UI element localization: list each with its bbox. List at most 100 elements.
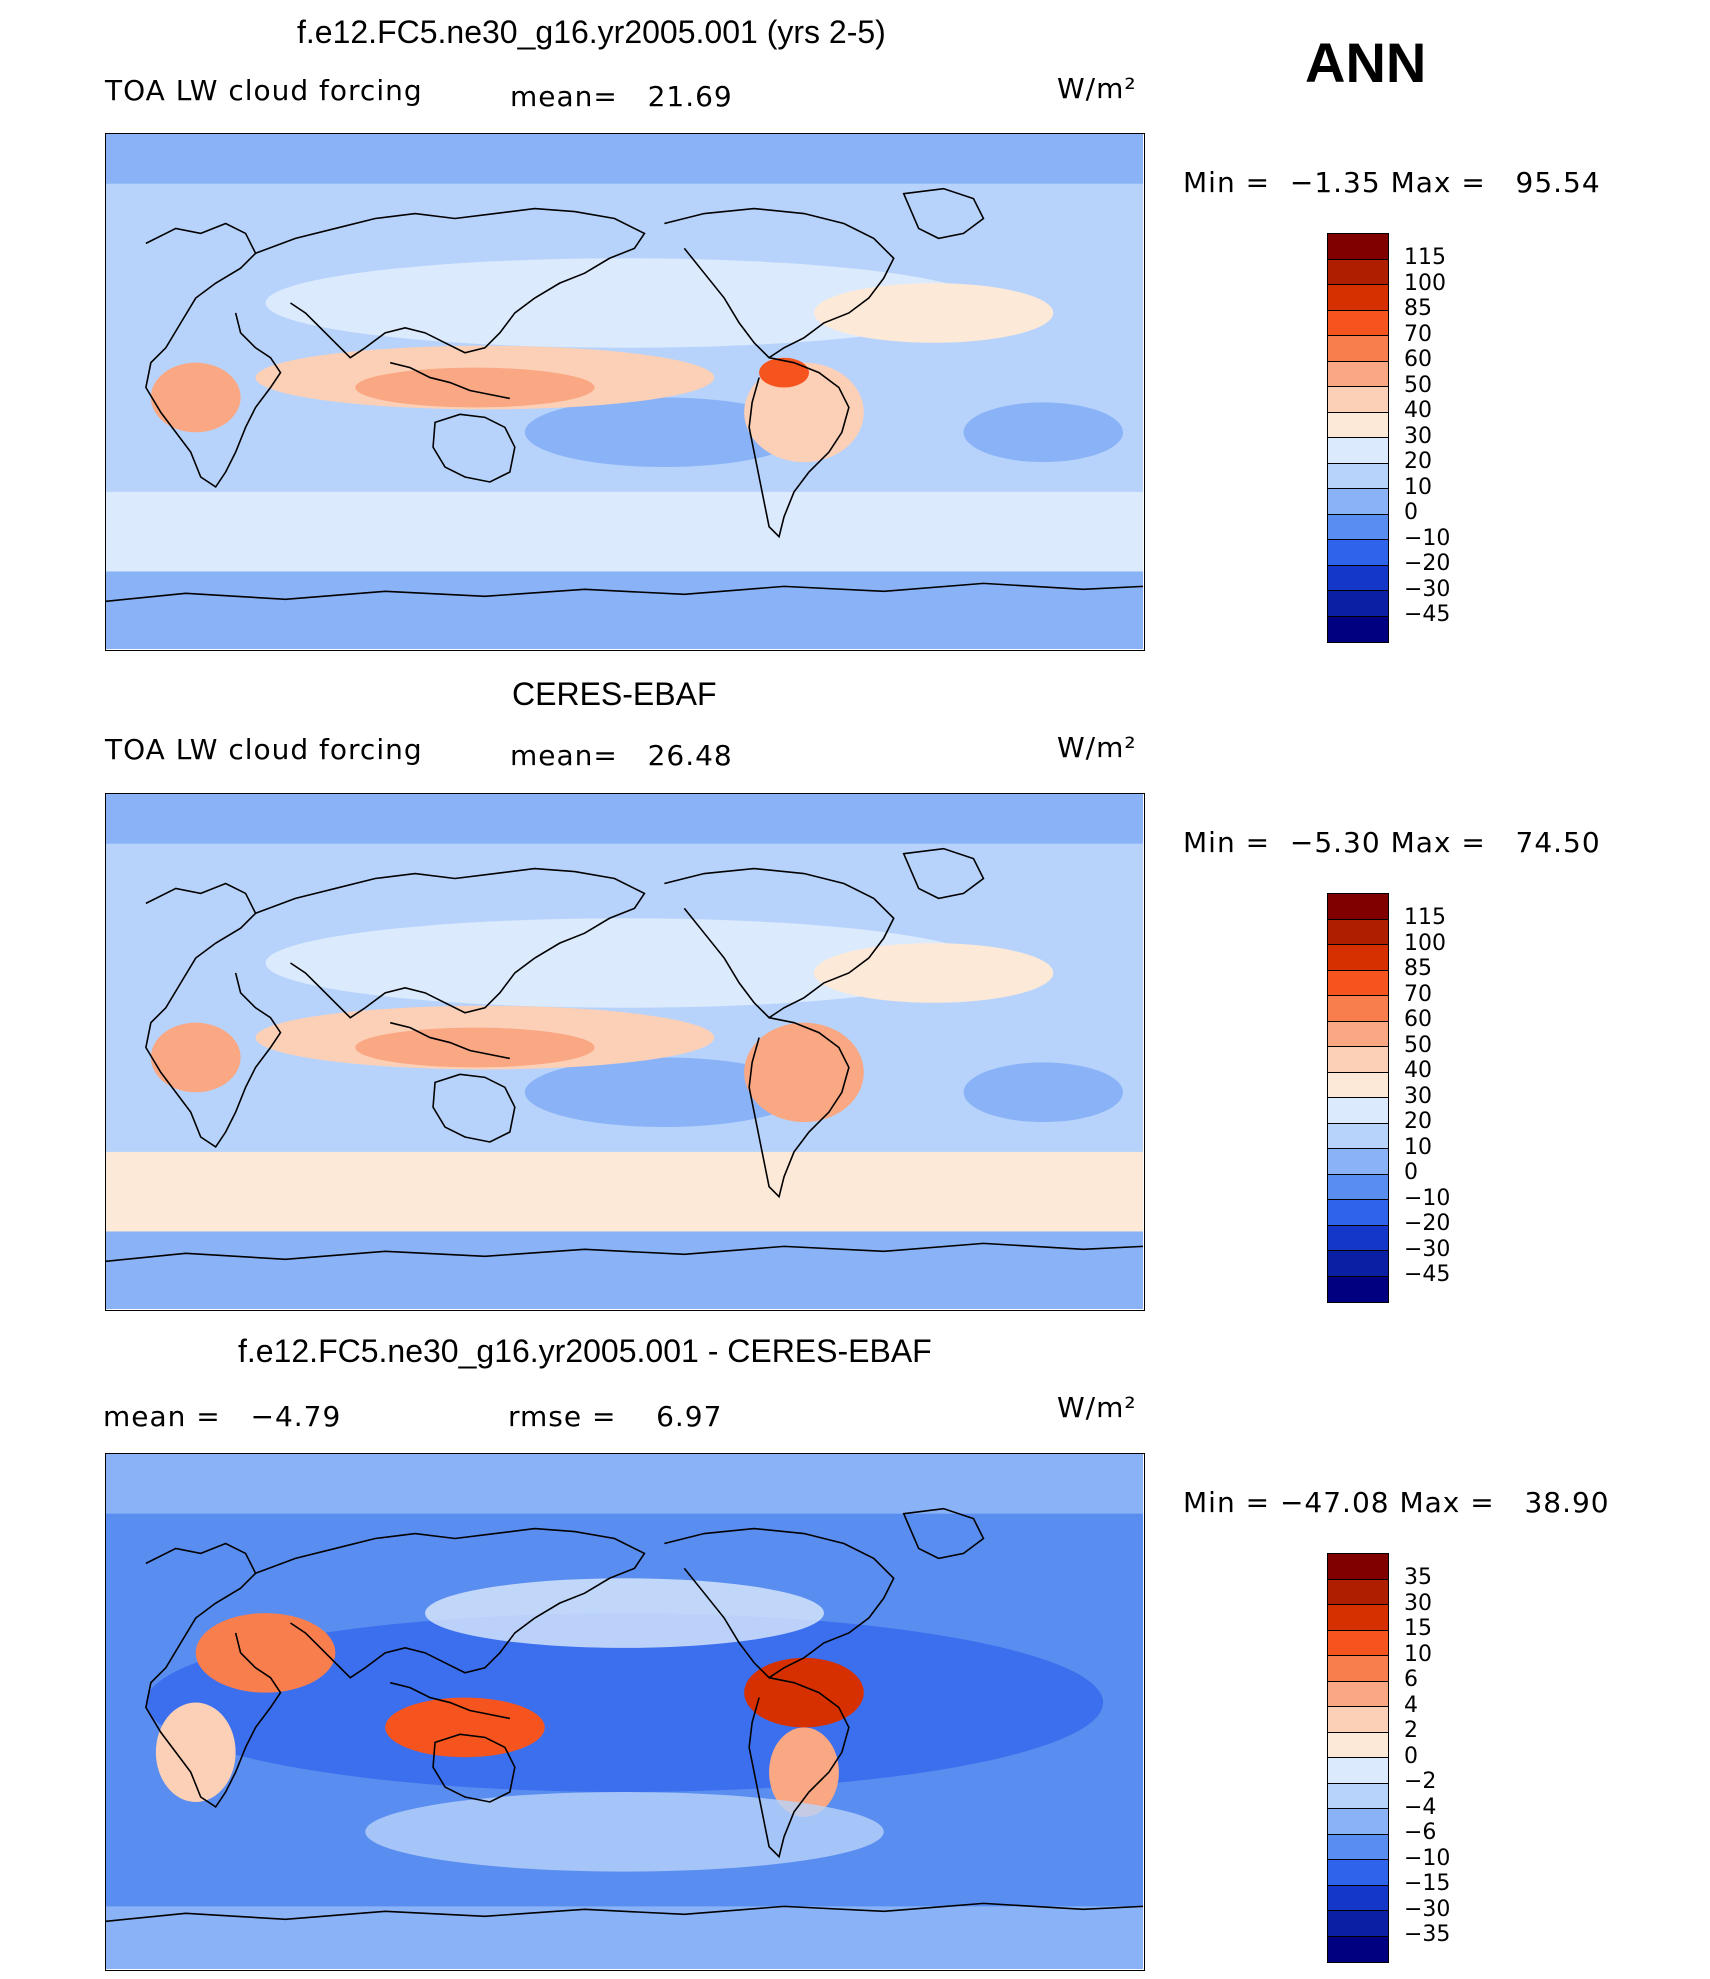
colorbar-swatch — [1328, 1656, 1388, 1682]
colorbar-tick-label: −35 — [1404, 1922, 1451, 1947]
colorbar-swatch — [1328, 1579, 1388, 1605]
colorbar-swatch — [1328, 1783, 1388, 1809]
colorbar-tick-label: 85 — [1404, 956, 1432, 981]
colorbar-swatch — [1328, 1911, 1388, 1937]
colorbar-tick-label: 10 — [1404, 1641, 1432, 1667]
colorbar-swatch — [1328, 1021, 1388, 1047]
colorbar-swatch — [1328, 387, 1388, 413]
colorbar-tick-label: 10 — [1404, 1134, 1432, 1160]
colorbar-tick-label: 0 — [1404, 1743, 1418, 1769]
mean-label: mean= — [510, 739, 618, 772]
panel-mean-label: mean= 26.48 — [510, 739, 733, 772]
colorbar-tick-label: 40 — [1404, 398, 1432, 423]
colorbar-swatch — [1328, 1732, 1388, 1758]
colorbar-swatch — [1328, 1630, 1388, 1656]
colorbar-swatch — [1328, 565, 1388, 591]
rmse-value: 6.97 — [656, 1400, 723, 1433]
colorbar-labels: 115 100 85 70 60 50 40 30 20 10 0 −10 −20 −30 −45 — [1404, 905, 1450, 1288]
max-label: Max = — [1390, 166, 1486, 199]
colorbar-swatch — [1328, 894, 1388, 920]
colorbar-swatch — [1328, 945, 1388, 971]
panel-title: CERES-EBAF — [512, 676, 717, 712]
colorbar-tick-label: 0 — [1404, 1160, 1418, 1185]
max-value: 38.90 — [1524, 1486, 1610, 1519]
colorbar-swatch — [1328, 234, 1388, 260]
colorbar-tick-label: −20 — [1404, 1211, 1451, 1236]
colorbar-swatch — [1328, 1276, 1388, 1302]
colorbar-swatch — [1328, 361, 1388, 387]
colorbar-swatch — [1328, 285, 1388, 311]
colorbar-tick-label: −10 — [1404, 525, 1451, 551]
panel-variable-label: TOA LW cloud forcing — [105, 733, 423, 766]
colorbar-tick-label: 35 — [1404, 1565, 1432, 1590]
colorbar-tick-label: 4 — [1404, 1692, 1418, 1718]
map-diff — [105, 1453, 1145, 1971]
min-max-readout: Min = −47.08 Max = 38.90 — [1183, 1486, 1610, 1519]
colorbar-tick-label: 2 — [1404, 1718, 1418, 1743]
colorbar-tick-label: 115 — [1404, 245, 1446, 270]
colorbar-tick-label: 20 — [1404, 1109, 1432, 1134]
mean-label: mean = — [103, 1400, 221, 1433]
units-label: W/m² — [1057, 72, 1137, 105]
colorbar-swatch — [1328, 1123, 1388, 1149]
colorbar-swatch — [1328, 310, 1388, 336]
max-label: Max = — [1399, 1486, 1495, 1519]
min-value: −5.30 — [1289, 826, 1381, 859]
colorbar-swatch — [1328, 463, 1388, 489]
mean-value: 21.69 — [647, 80, 733, 113]
colorbar-tick-label: 100 — [1404, 270, 1446, 296]
min-label: Min = — [1183, 1486, 1271, 1519]
max-value: 74.50 — [1515, 826, 1601, 859]
colorbar-tick-label: 20 — [1404, 449, 1432, 474]
colorbar-swatch — [1328, 1174, 1388, 1200]
min-value: −47.08 — [1279, 1486, 1390, 1519]
colorbar-tick-label: 6 — [1404, 1667, 1418, 1692]
colorbar-tick-label: 30 — [1404, 1590, 1432, 1616]
colorbar-swatch — [1328, 970, 1388, 996]
colorbar-tick-label: −4 — [1404, 1794, 1437, 1820]
colorbar-swatch — [1328, 1149, 1388, 1175]
colorbar-swatch — [1328, 1605, 1388, 1631]
mean-value: 26.48 — [647, 739, 733, 772]
colorbar-tick-label: 70 — [1404, 321, 1432, 347]
colorbar-swatch — [1328, 1681, 1388, 1707]
colorbar-tick-label: −20 — [1404, 551, 1451, 576]
colorbar-tick-label: −10 — [1404, 1185, 1451, 1211]
colorbar-tick-label: −45 — [1404, 1262, 1451, 1287]
colorbar-tick-label: 30 — [1404, 423, 1432, 449]
colorbar-swatch — [1328, 1072, 1388, 1098]
units-label: W/m² — [1057, 731, 1137, 764]
colorbar-tick-label: 50 — [1404, 372, 1432, 398]
colorbar-tick-label: 30 — [1404, 1083, 1432, 1109]
colorbar-swatch — [1328, 1225, 1388, 1251]
colorbar-tick-label: 60 — [1404, 347, 1432, 372]
colorbar-tick-label: 115 — [1404, 905, 1446, 930]
panel-variable-label: TOA LW cloud forcing — [105, 74, 423, 107]
colorbar-swatch — [1328, 336, 1388, 362]
season-label: ANN — [1305, 31, 1427, 94]
map-model — [105, 133, 1145, 651]
colorbar-tick-label: 85 — [1404, 296, 1432, 321]
colorbar-swatch — [1328, 1554, 1388, 1580]
colorbar-tick-label: 100 — [1404, 930, 1446, 956]
colorbar-tick-label: −45 — [1404, 602, 1451, 627]
max-value: 95.54 — [1515, 166, 1601, 199]
rmse-label: rmse = — [508, 1400, 617, 1433]
colorbar-tick-label: 60 — [1404, 1007, 1432, 1032]
colorbar — [1327, 233, 1389, 643]
colorbar — [1327, 1553, 1389, 1963]
colorbar-swatch — [1328, 514, 1388, 540]
colorbar-swatch — [1328, 489, 1388, 515]
colorbar-swatch — [1328, 1047, 1388, 1073]
colorbar-tick-label: 50 — [1404, 1032, 1432, 1058]
colorbar — [1327, 893, 1389, 1303]
min-max-readout: Min = −5.30 Max = 74.50 — [1183, 826, 1601, 859]
panel-title: f.e12.FC5.ne30_g16.yr2005.001 (yrs 2-5) — [297, 14, 886, 50]
colorbar-tick-label: 40 — [1404, 1058, 1432, 1083]
panel-mean-label: mean= 21.69 — [510, 80, 733, 113]
colorbar-tick-label: 15 — [1404, 1616, 1432, 1641]
colorbar-swatch — [1328, 1834, 1388, 1860]
max-label: Max = — [1390, 826, 1486, 859]
colorbar-swatch — [1328, 412, 1388, 438]
panel-title: f.e12.FC5.ne30_g16.yr2005.001 - CERES-EB… — [238, 1333, 932, 1369]
